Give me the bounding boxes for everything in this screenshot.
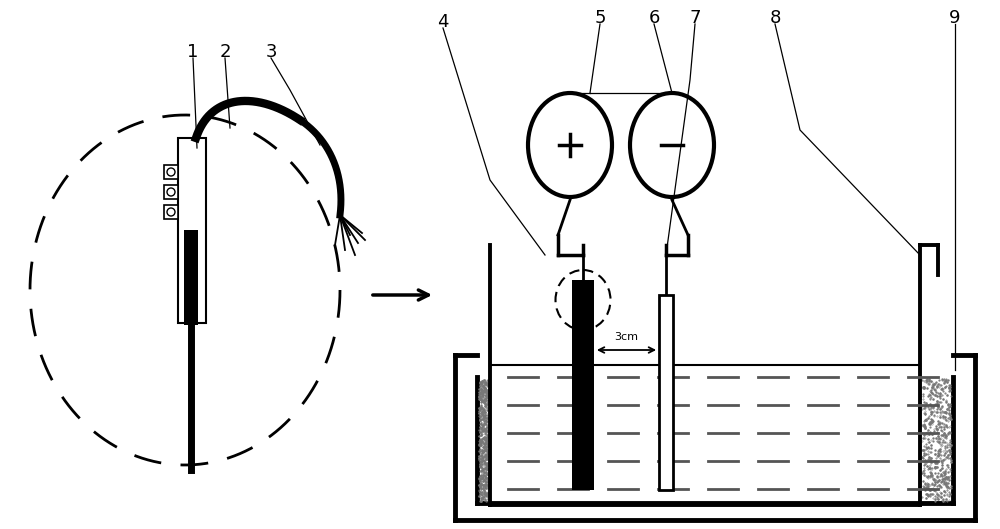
Circle shape bbox=[167, 188, 175, 196]
Text: 1: 1 bbox=[187, 43, 199, 61]
Bar bbox=[184, 230, 198, 325]
Text: 4: 4 bbox=[437, 13, 449, 31]
Bar bbox=[164, 165, 178, 179]
Bar bbox=[178, 138, 206, 323]
Text: 6: 6 bbox=[648, 9, 660, 27]
Text: 9: 9 bbox=[949, 9, 961, 27]
Bar bbox=[659, 295, 673, 490]
Text: 8: 8 bbox=[769, 9, 781, 27]
Ellipse shape bbox=[528, 93, 612, 197]
Text: 2: 2 bbox=[219, 43, 231, 61]
Circle shape bbox=[167, 208, 175, 216]
Ellipse shape bbox=[630, 93, 714, 197]
Circle shape bbox=[167, 168, 175, 176]
Bar bbox=[572, 280, 594, 490]
Text: 7: 7 bbox=[689, 9, 701, 27]
Bar bbox=[164, 185, 178, 199]
Text: 3cm: 3cm bbox=[614, 332, 639, 342]
Bar bbox=[164, 205, 178, 219]
Text: 5: 5 bbox=[594, 9, 606, 27]
Text: 3: 3 bbox=[265, 43, 277, 61]
